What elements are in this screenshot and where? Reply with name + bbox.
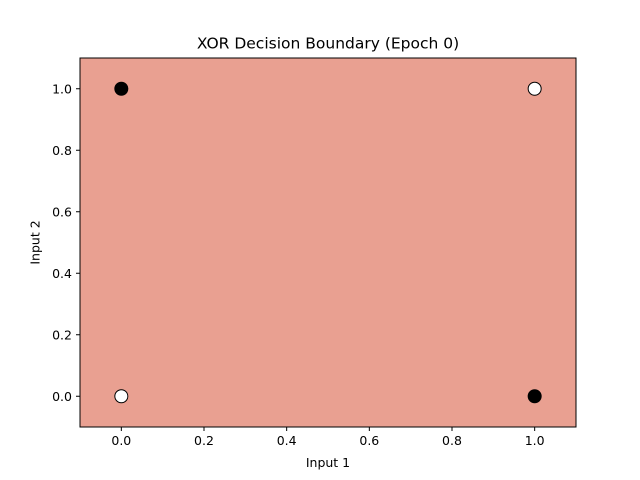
x-tick-label: 0.8 <box>442 433 462 448</box>
x-tick-label: 0.4 <box>277 433 297 448</box>
y-axis-ticks: 0.0 0.2 0.4 0.6 0.8 1.0 <box>52 81 80 404</box>
data-points <box>114 81 542 404</box>
y-tick-label: 0.2 <box>52 327 72 342</box>
x-axis-label: Input 1 <box>306 455 350 470</box>
y-tick-label: 0.8 <box>52 143 72 158</box>
decision-region <box>80 58 576 427</box>
y-tick-label: 0.6 <box>52 204 72 219</box>
x-tick-label: 1.0 <box>525 433 545 448</box>
chart-title: XOR Decision Boundary (Epoch 0) <box>197 35 459 53</box>
y-tick-label: 0.4 <box>52 266 72 281</box>
x-tick-label: 0.2 <box>194 433 214 448</box>
x-tick-label: 0.0 <box>111 433 131 448</box>
x-tick-label: 0.6 <box>359 433 379 448</box>
data-point-class-0 <box>527 81 542 96</box>
x-axis-ticks: 0.0 0.2 0.4 0.6 0.8 1.0 <box>111 427 545 448</box>
y-axis-label: Input 2 <box>28 220 43 264</box>
plot-frame <box>79 57 577 428</box>
data-point-class-1 <box>527 389 542 404</box>
y-tick-label: 1.0 <box>52 81 72 96</box>
data-point-class-1 <box>114 81 129 96</box>
data-point-class-0 <box>114 389 129 404</box>
y-tick-label: 0.0 <box>52 389 72 404</box>
